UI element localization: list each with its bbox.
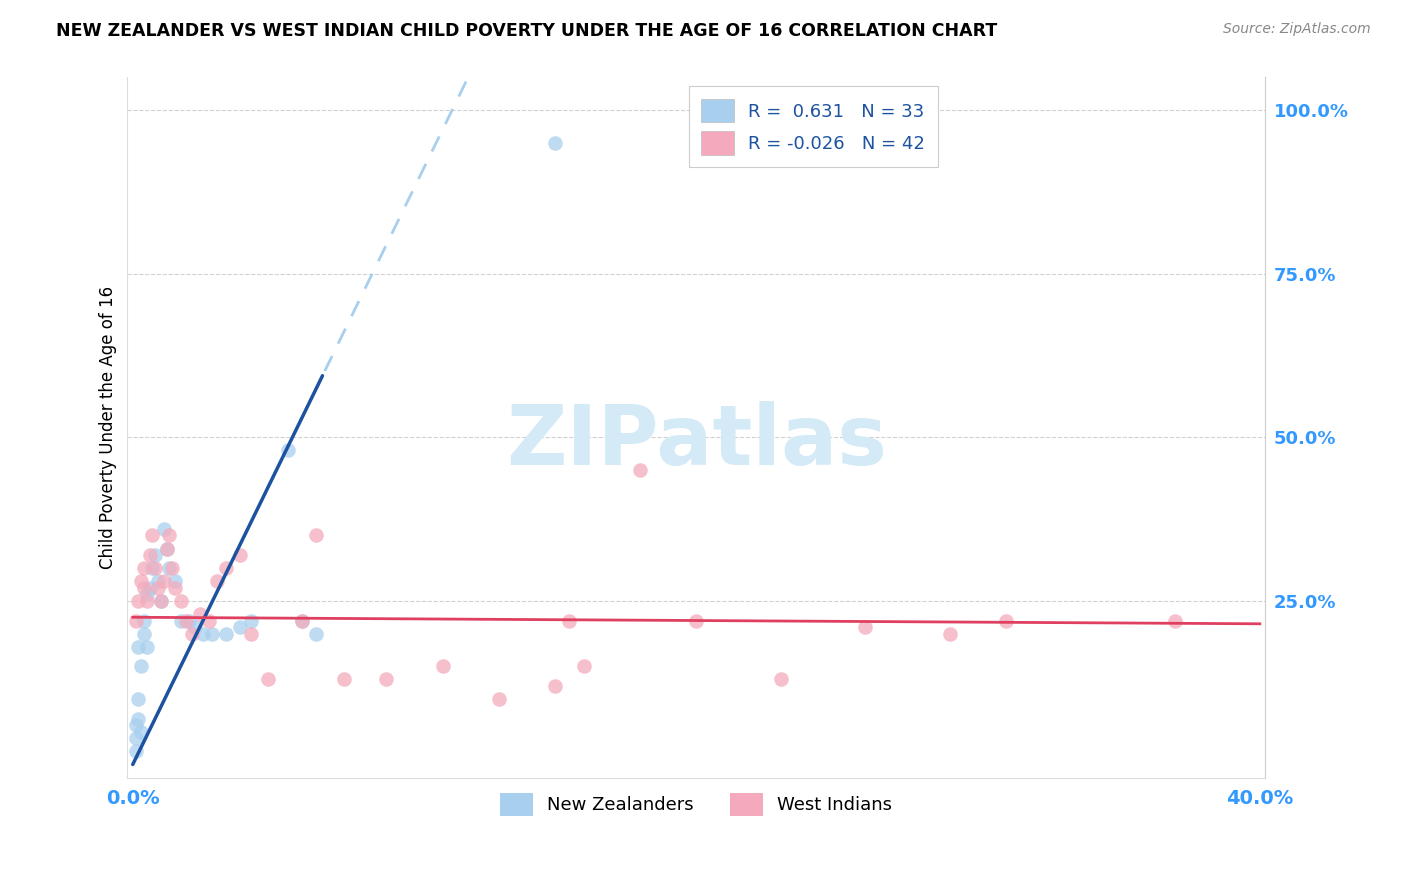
Point xyxy=(141,561,163,575)
Point xyxy=(163,574,186,589)
Point xyxy=(160,561,183,575)
Point xyxy=(149,594,172,608)
Point xyxy=(135,594,157,608)
Point xyxy=(544,679,567,693)
Point xyxy=(174,614,197,628)
Point xyxy=(215,626,238,640)
Point xyxy=(152,574,174,589)
Point xyxy=(132,614,155,628)
Point xyxy=(769,673,792,687)
Point xyxy=(132,561,155,575)
Point xyxy=(995,614,1018,628)
Point xyxy=(193,626,215,640)
Point xyxy=(544,136,567,150)
Point xyxy=(141,528,163,542)
Point xyxy=(127,692,149,706)
Point xyxy=(853,620,876,634)
Legend: New Zealanders, West Indians: New Zealanders, West Indians xyxy=(492,784,901,824)
Point xyxy=(190,607,212,621)
Point xyxy=(291,614,314,628)
Point xyxy=(155,541,177,556)
Point xyxy=(333,673,356,687)
Point xyxy=(132,581,155,595)
Point xyxy=(163,581,186,595)
Point xyxy=(198,614,221,628)
Point xyxy=(180,626,202,640)
Point xyxy=(240,614,263,628)
Point xyxy=(177,614,200,628)
Point xyxy=(157,528,180,542)
Y-axis label: Child Poverty Under the Age of 16: Child Poverty Under the Age of 16 xyxy=(100,286,117,569)
Point xyxy=(146,581,169,595)
Point xyxy=(127,712,149,726)
Point xyxy=(305,626,328,640)
Point xyxy=(149,594,172,608)
Point xyxy=(143,548,166,562)
Point xyxy=(129,724,152,739)
Text: NEW ZEALANDER VS WEST INDIAN CHILD POVERTY UNDER THE AGE OF 16 CORRELATION CHART: NEW ZEALANDER VS WEST INDIAN CHILD POVER… xyxy=(56,22,997,40)
Point xyxy=(127,640,149,654)
Point xyxy=(146,574,169,589)
Point xyxy=(291,614,314,628)
Point xyxy=(432,659,454,673)
Point xyxy=(277,443,299,458)
Point xyxy=(305,528,328,542)
Point xyxy=(257,673,280,687)
Point xyxy=(127,594,149,608)
Point xyxy=(628,463,651,477)
Point xyxy=(572,659,595,673)
Point xyxy=(375,673,398,687)
Point xyxy=(135,640,157,654)
Point xyxy=(157,561,180,575)
Point xyxy=(143,561,166,575)
Point xyxy=(129,574,152,589)
Point xyxy=(124,731,146,746)
Point xyxy=(124,744,146,758)
Point xyxy=(939,626,962,640)
Text: ZIPatlas: ZIPatlas xyxy=(506,401,887,482)
Point xyxy=(129,659,152,673)
Point xyxy=(138,581,160,595)
Point xyxy=(1164,614,1187,628)
Point xyxy=(124,718,146,732)
Point xyxy=(169,594,191,608)
Point xyxy=(124,614,146,628)
Point xyxy=(152,522,174,536)
Point xyxy=(135,587,157,601)
Point xyxy=(685,614,707,628)
Text: Source: ZipAtlas.com: Source: ZipAtlas.com xyxy=(1223,22,1371,37)
Point xyxy=(229,620,252,634)
Point xyxy=(132,626,155,640)
Point xyxy=(138,548,160,562)
Point xyxy=(184,620,207,634)
Point xyxy=(201,626,224,640)
Point xyxy=(207,574,229,589)
Point xyxy=(229,548,252,562)
Point xyxy=(240,626,263,640)
Point xyxy=(558,614,581,628)
Point xyxy=(169,614,191,628)
Point xyxy=(488,692,510,706)
Point xyxy=(155,541,177,556)
Point xyxy=(215,561,238,575)
